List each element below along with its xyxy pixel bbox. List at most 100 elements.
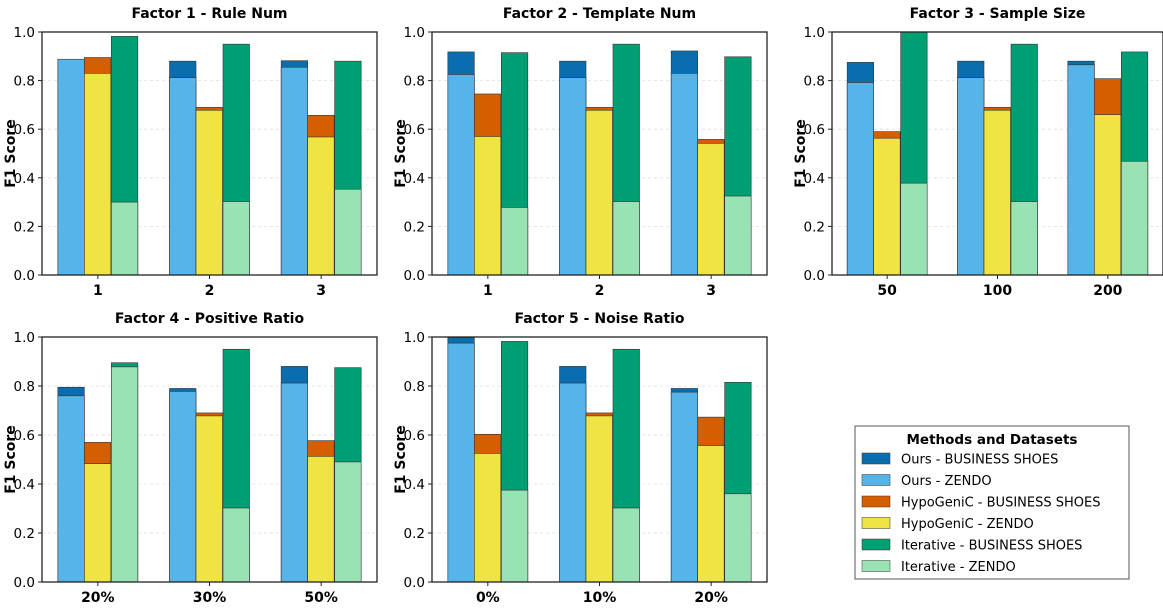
y-tick-label: 0.0 bbox=[14, 575, 35, 591]
y-tick-label: 0.8 bbox=[14, 379, 35, 395]
legend-swatch-ours-zendo bbox=[861, 474, 891, 486]
chart-title: Factor 3 - Sample Size bbox=[910, 6, 1086, 22]
bar-iterative-zendo-20 bbox=[111, 366, 139, 583]
bar-ours-zendo-30 bbox=[169, 391, 197, 583]
x-tick-label-1: 1 bbox=[93, 283, 103, 299]
x-tick-label-3: 3 bbox=[706, 283, 716, 299]
chart-title: Factor 2 - Template Num bbox=[503, 6, 696, 22]
bar-hypogenic-zendo-20 bbox=[84, 463, 112, 583]
bar-iterative-zendo-1 bbox=[501, 207, 529, 276]
y-tick-label: 1.0 bbox=[404, 25, 425, 41]
x-tick-label-1: 1 bbox=[483, 283, 493, 299]
chart-panels: 0.0 0.2 0.4 0.6 0.8 1.0 1 2 3 Factor 1 - Rule Num… bbox=[3, 6, 1163, 606]
bar-hypogenic-zendo-2 bbox=[585, 109, 613, 276]
x-tick-label-3: 3 bbox=[316, 283, 326, 299]
legend-frame bbox=[854, 425, 1130, 580]
x-tick-label-50: 50 bbox=[877, 283, 897, 299]
bar-ours-zendo-10 bbox=[559, 382, 587, 583]
y-tick-label: 0.0 bbox=[804, 268, 825, 284]
bar-hypogenic-zendo-1 bbox=[84, 73, 112, 276]
y-axis-label: F1 Score bbox=[393, 119, 409, 188]
bar-ours-zendo-2 bbox=[559, 77, 587, 276]
y-tick-label: 0.8 bbox=[404, 379, 425, 395]
bar-iterative-zendo-20 bbox=[724, 493, 752, 583]
y-tick-label: 0.6 bbox=[404, 428, 425, 444]
bar-iterative-zendo-50 bbox=[900, 182, 928, 276]
bar-ours-zendo-50 bbox=[846, 82, 874, 276]
bar-iterative-zendo-50 bbox=[334, 461, 362, 583]
bar-iterative-zendo-3 bbox=[724, 195, 752, 276]
bar-iterative-zendo-2 bbox=[222, 201, 250, 276]
chart-factor-5-noise-ratio: 0.0 0.2 0.4 0.6 0.8 1.0 0% 10% 20% Factor 5 - Noi… bbox=[393, 311, 768, 606]
chart-title: Factor 4 - Positive Ratio bbox=[115, 311, 305, 327]
legend-label-ours-zendo: Ours - ZENDO bbox=[901, 474, 992, 489]
bar-ours-zendo-100 bbox=[957, 77, 985, 276]
bar-iterative-zendo-0 bbox=[501, 489, 529, 583]
y-tick-label: 0.6 bbox=[14, 428, 35, 444]
y-tick-label: 0.4 bbox=[404, 477, 425, 493]
bar-iterative-zendo-2 bbox=[612, 201, 640, 276]
chart-title: Factor 5 - Noise Ratio bbox=[514, 311, 684, 327]
x-tick-label-50: 50% bbox=[304, 590, 338, 606]
x-tick-label-30: 30% bbox=[193, 590, 227, 606]
bar-hypogenic-zendo-3 bbox=[697, 142, 725, 276]
y-tick-label: 0.0 bbox=[404, 268, 425, 284]
legend-swatch-ours-business-shoes bbox=[861, 452, 891, 465]
y-tick-label: 0.4 bbox=[404, 171, 425, 187]
y-axis-label: F1 Score bbox=[393, 425, 409, 494]
x-tick-label-2: 2 bbox=[205, 283, 215, 299]
legend-swatch-iterative-business-shoes bbox=[861, 538, 891, 551]
y-tick-label: 0.6 bbox=[14, 122, 35, 138]
bar-hypogenic-zendo-200 bbox=[1094, 114, 1122, 276]
y-tick-label: 0.2 bbox=[804, 219, 825, 235]
bar-ours-zendo-1 bbox=[447, 74, 475, 276]
x-tick-label-200: 200 bbox=[1093, 283, 1122, 299]
bar-ours-zendo-50 bbox=[280, 382, 308, 583]
y-tick-label: 0.4 bbox=[14, 477, 35, 493]
plot-frame bbox=[41, 31, 378, 276]
y-axis-label: F1 Score bbox=[793, 119, 809, 188]
bar-hypogenic-zendo-2 bbox=[195, 109, 223, 276]
bar-iterative-zendo-10 bbox=[612, 507, 640, 583]
legend-label-iterative-zendo: Iterative - ZENDO bbox=[901, 560, 1016, 575]
y-tick-label: 0.8 bbox=[14, 74, 35, 90]
y-tick-label: 1.0 bbox=[804, 25, 825, 41]
x-tick-label-2: 2 bbox=[595, 283, 605, 299]
plot-frame bbox=[41, 336, 378, 583]
legend-label-hypogenic-zendo: HypoGeniC - ZENDO bbox=[901, 517, 1034, 532]
bar-hypogenic-zendo-1 bbox=[474, 136, 502, 276]
y-tick-label: 1.0 bbox=[14, 25, 35, 41]
chart-factor-4-positive-ratio: 0.0 0.2 0.4 0.6 0.8 1.0 20% 30% 50% Factor 4 - Po… bbox=[3, 311, 378, 606]
bar-ours-zendo-1 bbox=[57, 58, 85, 276]
y-axis-label: F1 Score bbox=[3, 119, 19, 188]
legend-label-ours-business-shoes: Ours - BUSINESS SHOES bbox=[901, 453, 1058, 468]
x-tick-label-20: 20% bbox=[694, 590, 728, 606]
bar-hypogenic-zendo-50 bbox=[307, 456, 335, 583]
y-tick-label: 1.0 bbox=[404, 330, 425, 346]
legend-label-iterative-business-shoes: Iterative - BUSINESS SHOES bbox=[901, 539, 1082, 554]
plot-frame bbox=[431, 336, 768, 583]
bar-ours-zendo-3 bbox=[670, 73, 698, 276]
y-axis-label: F1 Score bbox=[3, 425, 19, 494]
y-tick-label: 0.2 bbox=[404, 526, 425, 542]
x-tick-label-100: 100 bbox=[983, 283, 1012, 299]
y-tick-label: 0.8 bbox=[404, 74, 425, 90]
bar-iterative-zendo-1 bbox=[111, 201, 139, 276]
y-tick-label: 0.0 bbox=[14, 268, 35, 284]
bar-ours-zendo-2 bbox=[169, 77, 197, 276]
y-tick-label: 0.8 bbox=[804, 74, 825, 90]
x-tick-label-0: 0% bbox=[476, 590, 500, 606]
y-tick-label: 0.4 bbox=[804, 171, 825, 187]
bar-hypogenic-zendo-100 bbox=[983, 109, 1011, 276]
bar-ours-zendo-3 bbox=[280, 66, 308, 276]
bar-hypogenic-zendo-10 bbox=[585, 415, 613, 583]
legend-label-hypogenic-business-shoes: HypoGeniC - BUSINESS SHOES bbox=[901, 496, 1100, 511]
legend-swatch-iterative-zendo bbox=[861, 560, 891, 572]
x-tick-label-20: 20% bbox=[81, 590, 115, 606]
plot-frame bbox=[431, 31, 768, 276]
y-tick-label: 0.6 bbox=[804, 122, 825, 138]
chart-title: Factor 1 - Rule Num bbox=[131, 6, 287, 22]
bar-iterative-zendo-3 bbox=[334, 188, 362, 276]
bar-hypogenic-zendo-3 bbox=[307, 136, 335, 276]
